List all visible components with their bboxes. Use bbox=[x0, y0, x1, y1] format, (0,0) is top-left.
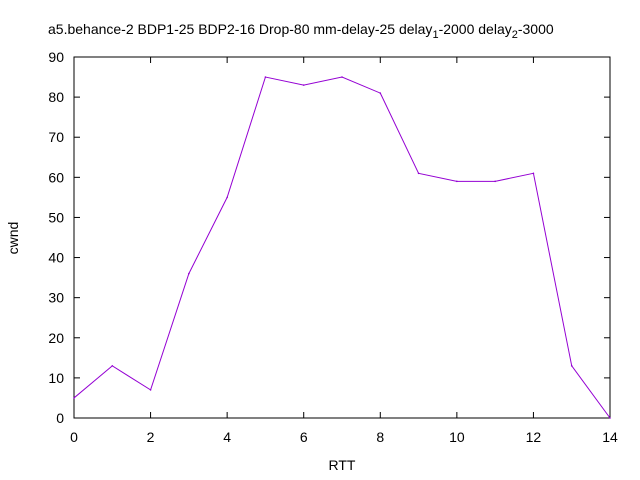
data-point bbox=[417, 172, 420, 175]
x-tick-label: 14 bbox=[602, 429, 618, 445]
x-tick-label: 4 bbox=[223, 429, 231, 445]
x-tick-label: 6 bbox=[300, 429, 308, 445]
series-line bbox=[73, 76, 611, 419]
y-axis-label: cwnd bbox=[5, 222, 21, 255]
svg-text:a5.behance-2 BDP1-25 BDP2-16 D: a5.behance-2 BDP1-25 BDP2-16 Drop-80 mm-… bbox=[48, 21, 554, 41]
title-subscript-2: 2 bbox=[512, 29, 518, 41]
data-point bbox=[609, 417, 611, 419]
data-point bbox=[73, 397, 75, 399]
x-tick-label: 0 bbox=[70, 429, 78, 445]
y-tick-label: 20 bbox=[48, 330, 64, 346]
title-subscript-1: 1 bbox=[432, 29, 438, 41]
title-end: -3000 bbox=[518, 21, 554, 37]
y-tick-label: 70 bbox=[48, 129, 64, 145]
x-tick-label: 10 bbox=[449, 429, 465, 445]
y-tick-label: 90 bbox=[48, 49, 64, 65]
chart-title: a5.behance-2 BDP1-25 BDP2-16 Drop-80 mm-… bbox=[48, 21, 554, 41]
y-tick-label: 50 bbox=[48, 209, 64, 225]
data-point bbox=[379, 92, 382, 94]
x-tick-label: 12 bbox=[526, 429, 542, 445]
data-point bbox=[149, 389, 152, 391]
y-tick-label: 0 bbox=[56, 410, 64, 426]
data-point bbox=[226, 196, 228, 199]
title-main: a5.behance-2 BDP1-25 BDP2-16 Drop-80 mm-… bbox=[48, 21, 432, 37]
data-point bbox=[188, 272, 190, 275]
plot-frame bbox=[73, 56, 611, 419]
data-point bbox=[456, 180, 458, 183]
data-point bbox=[264, 76, 267, 78]
x-tick-label: 2 bbox=[147, 429, 155, 445]
data-point bbox=[341, 76, 343, 78]
data-point bbox=[302, 84, 305, 86]
x-axis-label: RTT bbox=[329, 457, 356, 473]
y-axis: 0 10 20 30 40 50 60 70 80 90 bbox=[48, 49, 610, 426]
y-tick-label: 10 bbox=[48, 370, 64, 386]
y-tick-label: 60 bbox=[48, 169, 64, 185]
y-tick-label: 80 bbox=[48, 89, 64, 105]
y-tick-label: 30 bbox=[48, 290, 64, 306]
x-axis: 0 2 4 6 8 10 12 14 bbox=[70, 57, 618, 445]
data-point bbox=[111, 365, 114, 367]
y-tick-label: 40 bbox=[48, 250, 64, 266]
data-point bbox=[570, 365, 573, 367]
x-tick-label: 8 bbox=[376, 429, 384, 445]
data-point bbox=[532, 172, 535, 175]
title-middle: -2000 delay bbox=[439, 21, 512, 37]
data-point bbox=[494, 180, 496, 183]
series-points bbox=[73, 76, 611, 419]
